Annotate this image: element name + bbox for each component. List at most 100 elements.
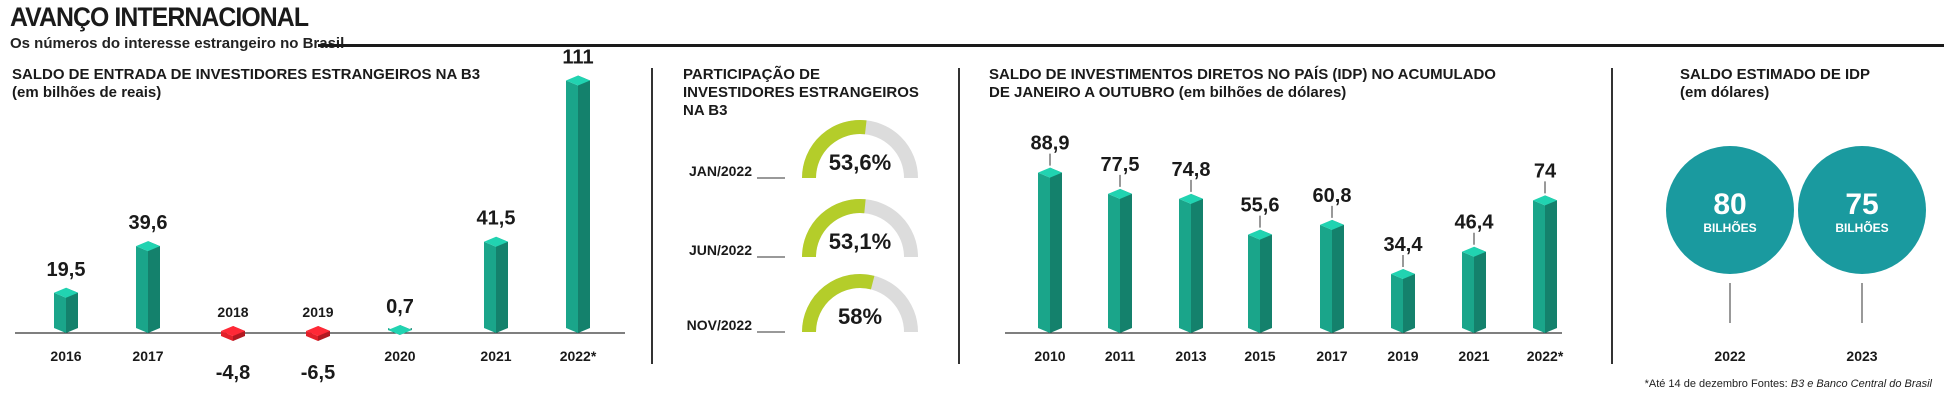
chart1-bar <box>221 326 245 341</box>
chart1-bar-side-left <box>484 241 496 333</box>
chart1-value-label: 111 <box>562 46 593 68</box>
chart1-bar-top <box>54 287 78 298</box>
divider-3 <box>1611 68 1613 364</box>
chart2-category-label: JAN/2022 <box>689 163 752 179</box>
chart2-gauge-fill <box>802 274 875 333</box>
chart1-category-label: 2016 <box>50 348 81 364</box>
chart3-value-label: 77,5 <box>1101 154 1140 176</box>
chart3-bar-side-left <box>1248 234 1260 333</box>
panel1-subtitle: (em bilhões de reais) <box>12 84 162 101</box>
chart1-category-label: 2017 <box>132 348 163 364</box>
chart3-bar-side-right <box>1474 246 1486 333</box>
chart3-value-label: 46,4 <box>1455 212 1495 234</box>
chart3-value-label: 74 <box>1534 160 1557 182</box>
chart3-bar-side-left <box>1179 198 1191 333</box>
header-rule <box>318 44 1944 47</box>
chart3-bar-top <box>1248 229 1272 240</box>
panel4-subtitle: (em dólares) <box>1680 84 1770 101</box>
chart4-circle <box>1798 146 1926 274</box>
chart3-bar <box>1108 188 1132 333</box>
chart4-category-label: 2023 <box>1846 348 1877 364</box>
chart1-bar-side-left <box>54 292 66 333</box>
chart3-bar <box>1462 246 1486 333</box>
chart3-bar-side-right <box>1120 188 1132 333</box>
chart1-category-label: 2020 <box>384 348 415 364</box>
chart3-bar <box>1391 269 1415 333</box>
chart3-category-label: 2011 <box>1105 348 1136 364</box>
chart3-bar <box>1248 229 1272 333</box>
page-subtitle: Os números do interesse estrangeiro no B… <box>10 35 345 52</box>
divider-1 <box>651 68 653 364</box>
chart3-bar-top <box>1320 219 1344 230</box>
panel1-title-block: SALDO DE ENTRADA DE INVESTIDORES ESTRANG… <box>12 66 480 102</box>
chart3-bar-side-right <box>1545 195 1557 333</box>
panel4-title: SALDO ESTIMADO DE IDP <box>1680 66 1871 83</box>
footnote-sources-label: Fontes: <box>1751 378 1788 390</box>
chart2-gauge-fill <box>802 199 866 258</box>
chart3-category-label: 2010 <box>1034 348 1065 364</box>
chart1-bar-top <box>306 326 330 336</box>
chart4-category-label: 2022 <box>1714 348 1745 364</box>
chart1-bar <box>566 75 590 333</box>
chart3-bar-side-left <box>1108 193 1120 333</box>
chart1-bar-top <box>136 241 160 252</box>
chart3-bar <box>1320 219 1344 333</box>
chart1-value-label: 41,5 <box>477 208 516 230</box>
panel3-title-block: SALDO DE INVESTIMENTOS DIRETOS NO PAÍS (… <box>989 66 1496 102</box>
chart3-bar <box>1038 167 1062 333</box>
chart3-category-label: 2017 <box>1316 348 1347 364</box>
chart3-bar-top <box>1462 246 1486 257</box>
chart4-value-label: 75 <box>1845 188 1878 221</box>
chart4-unit-label: BILHÕES <box>1835 220 1888 235</box>
chart1-value-label: 39,6 <box>129 212 168 234</box>
chart4-unit-label: BILHÕES <box>1703 220 1756 235</box>
chart2-value-label: 53,1% <box>829 229 891 254</box>
panel1-title: SALDO DE ENTRADA DE INVESTIDORES ESTRANG… <box>12 66 481 83</box>
chart1-bar-top <box>566 75 590 86</box>
chart1-category-label: 2018 <box>217 304 248 320</box>
chart1-bar-top <box>388 325 412 335</box>
chart3-value-label: 60,8 <box>1313 185 1352 207</box>
chart2-category-label: NOV/2022 <box>687 317 753 333</box>
panel2-title: PARTICIPAÇÃO DE INVESTIDORES ESTRANGEIRO… <box>683 66 919 119</box>
divider-2 <box>958 68 960 364</box>
chart1-bar-side-left <box>221 331 233 341</box>
footnote: *Até 14 de dezembro Fontes: B3 e Banco C… <box>1645 378 1932 390</box>
chart3-bar-side-left <box>1038 172 1050 333</box>
chart3-bar <box>1179 193 1203 333</box>
chart3-category-label: 2015 <box>1244 348 1275 364</box>
chart1-bar <box>388 325 412 335</box>
chart1-value-label: 0,7 <box>386 296 414 318</box>
chart1-value-label: 19,5 <box>47 259 86 281</box>
chart1-value-label: -4,8 <box>216 362 250 384</box>
chart3-category-label: 2019 <box>1387 348 1418 364</box>
chart3-value-label: 74,8 <box>1172 159 1211 181</box>
chart2-category-label: JUN/2022 <box>689 242 752 258</box>
chart3-value-label: 34,4 <box>1384 234 1424 256</box>
chart3-bar-side-left <box>1533 200 1545 333</box>
chart3-bar-top <box>1179 193 1203 204</box>
chart1-bar-side-left <box>136 246 148 333</box>
chart2-value-label: 58% <box>838 304 882 329</box>
panel3-subtitle: DE JANEIRO A OUTUBRO (em bilhões de dóla… <box>989 84 1347 101</box>
chart3-bar-side-left <box>1320 224 1332 333</box>
chart3-category-label: 2021 <box>1458 348 1489 364</box>
chart1-bar <box>54 287 78 333</box>
footnote-note: *Até 14 de dezembro <box>1644 378 1748 390</box>
chart1-bar <box>136 241 160 333</box>
chart3-value-label: 88,9 <box>1031 133 1070 155</box>
chart3-bar-side-right <box>1403 269 1415 333</box>
chart1-bar-side-left <box>306 331 318 341</box>
chart3-bar-side-left <box>1391 274 1403 333</box>
chart3-bar-side-right <box>1050 167 1062 333</box>
chart1-category-label: 2021 <box>480 348 511 364</box>
chart1-category-label: 2019 <box>302 304 333 320</box>
chart1-bar-top <box>221 326 245 336</box>
chart3-bar-top <box>1038 167 1062 178</box>
chart1-bar-side-right <box>148 241 160 333</box>
chart3-bar-side-left <box>1462 251 1474 333</box>
chart3-bar-top <box>1391 269 1415 280</box>
footnote-sources: B3 e Banco Central do Brasil <box>1790 378 1932 390</box>
chart1-bar-side-left <box>566 80 578 333</box>
